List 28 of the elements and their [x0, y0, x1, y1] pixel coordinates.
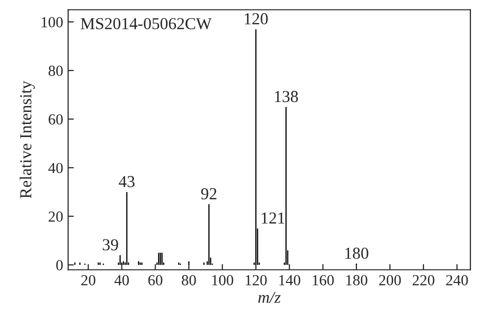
- y-tick-label: 60: [48, 114, 63, 125]
- x-tick-label: 200: [379, 275, 401, 286]
- annotation: 180: [345, 248, 368, 259]
- y-tick-label: 100: [42, 17, 63, 28]
- x-tick-label: 140: [279, 275, 300, 286]
- x-tick-label: 80: [182, 275, 196, 286]
- y-axis-title: Relative Intensity: [20, 80, 35, 198]
- x-tick-label: 40: [114, 275, 129, 286]
- x-tick-label: 240: [446, 275, 468, 286]
- x-tick-label: 20: [81, 275, 96, 286]
- y-tick-label: 80: [48, 66, 63, 76]
- y-tick-label: 40: [48, 162, 63, 174]
- x-tick-label: 220: [412, 275, 434, 286]
- x-tick-label: 100: [212, 275, 234, 286]
- x-tick-label: 120: [246, 275, 267, 286]
- annotation: MS2014-05062CW: [80, 18, 212, 30]
- annotation: 92: [201, 188, 216, 200]
- annotation: 121: [262, 212, 284, 224]
- annotation: 43: [118, 176, 134, 188]
- x-tick-label: 180: [346, 275, 368, 286]
- annotation: 39: [102, 239, 118, 250]
- x-tick-label: 160: [312, 275, 334, 286]
- y-tick-label: 20: [48, 211, 63, 222]
- x-axis-title: m/z: [258, 292, 281, 303]
- x-tick-label: 60: [148, 275, 162, 286]
- annotation: 138: [275, 90, 298, 102]
- annotation: 120: [244, 13, 268, 24]
- y-tick-label: 0: [56, 260, 63, 270]
